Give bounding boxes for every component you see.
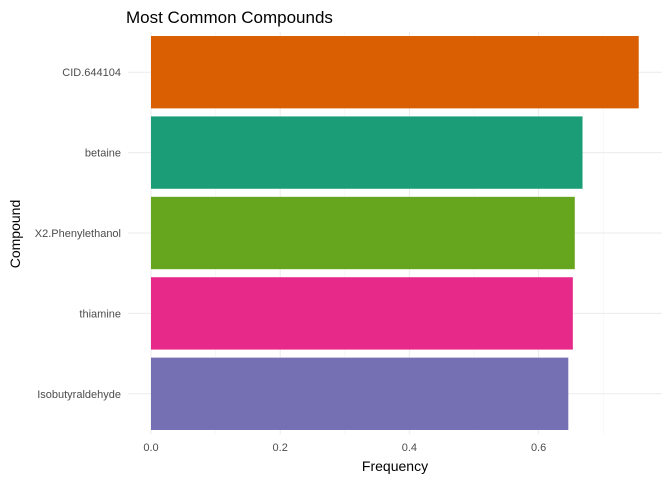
bar-x2-phenylethanol: [151, 196, 575, 270]
y-tick-label: thiamine: [79, 308, 121, 320]
x-axis-title: Frequency: [362, 458, 428, 474]
x-tick-label: 0.6: [531, 442, 546, 454]
y-axis-title: Compound: [7, 200, 23, 269]
bar-thiamine: [151, 277, 573, 350]
bars: [151, 36, 639, 430]
bar-cid-644104: [151, 36, 639, 109]
chart-title: Most Common Compounds: [126, 8, 333, 27]
y-axis-ticks: CID.644104 betaine X2.Phenylethanol thiamin…: [35, 67, 121, 401]
x-tick-label: 0.0: [143, 442, 158, 454]
y-tick-label: X2.Phenylethanol: [35, 228, 121, 240]
bar-isobutyraldehyde: [151, 357, 569, 430]
x-axis-ticks: 0.0 0.2 0.4 0.6: [143, 442, 546, 454]
x-tick-label: 0.4: [402, 442, 417, 454]
y-tick-label: betaine: [85, 148, 121, 160]
y-tick-label: CID.644104: [62, 67, 121, 79]
y-tick-label: Isobutyraldehyde: [37, 389, 121, 401]
x-tick-label: 0.2: [273, 442, 288, 454]
bar-betaine: [151, 116, 583, 189]
